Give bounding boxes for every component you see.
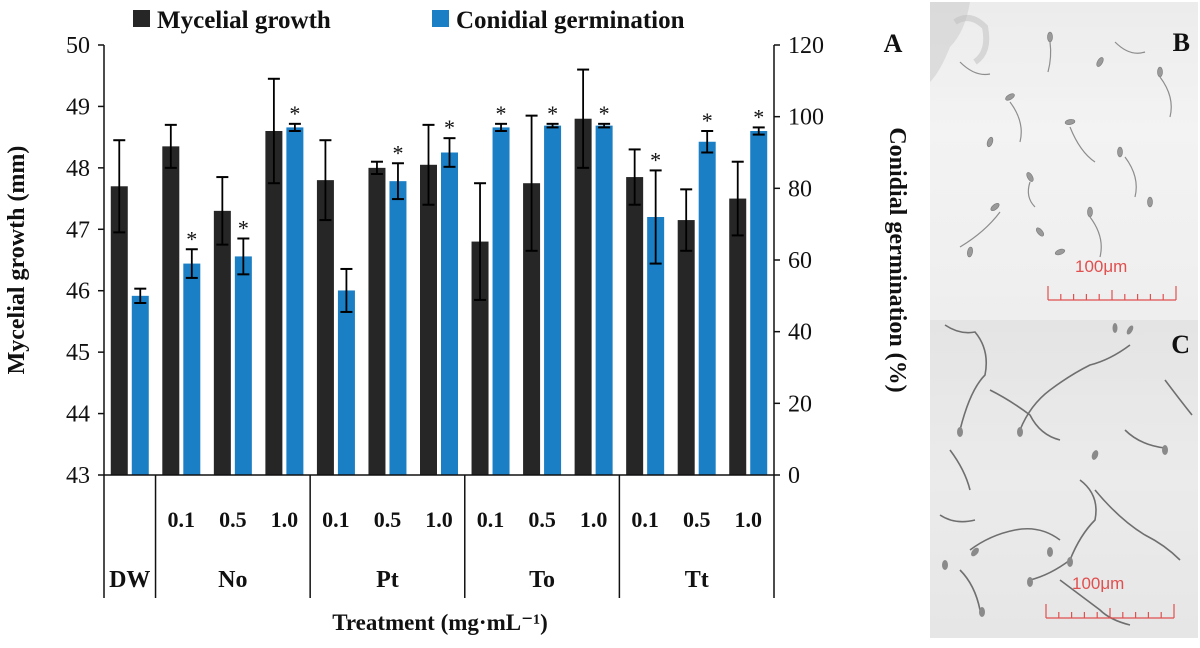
significance-marker: *: [547, 101, 558, 126]
bar-mycelial: [523, 183, 541, 475]
group-label: DW: [109, 567, 150, 593]
bar-germination: [492, 127, 510, 476]
right-tick-label: 40: [788, 320, 812, 346]
bar-germination: [234, 256, 252, 475]
left-tick-label: 44: [66, 402, 90, 428]
significance-marker: *: [650, 147, 661, 172]
scale-bar-label-c: 100μm: [1072, 574, 1125, 593]
bar-mycelial: [420, 164, 437, 476]
category-label: 1.0: [425, 507, 453, 532]
bar-germination: [337, 290, 355, 475]
right-tick-label: 20: [788, 391, 812, 417]
bar-germination: [389, 181, 407, 475]
group-label: No: [218, 567, 247, 593]
bar-chart: Mycelial growth Conidial germination 43 44…: [4, 7, 910, 635]
conidia-image: [930, 2, 1177, 301]
right-tick-label: 80: [788, 176, 812, 202]
bar-mycelial: [316, 180, 334, 475]
significance-marker: *: [392, 140, 403, 165]
group-label: Tt: [685, 567, 709, 593]
legend-swatch: [432, 10, 449, 27]
significance-marker: *: [753, 104, 764, 129]
bar-mycelial: [677, 220, 695, 475]
x-axis-title: Treatment (mg·mL⁻¹): [332, 610, 548, 635]
category-label: 0.5: [374, 507, 402, 532]
left-axis-title: Mycelial growth (mm): [4, 146, 30, 375]
right-tick-label: 60: [788, 248, 812, 274]
panel-label-a: A: [884, 29, 903, 58]
micrograph-b: B 100μm: [930, 2, 1198, 320]
bar-mycelial: [110, 186, 128, 476]
bar-mycelial: [626, 177, 644, 476]
panel-label-b: B: [1172, 28, 1190, 57]
category-label: 0.5: [683, 507, 711, 532]
category-label: 1.0: [734, 507, 762, 532]
bar-germination: [286, 127, 304, 476]
bar-germination: [544, 125, 562, 475]
left-tick-label: 47: [66, 217, 90, 243]
bar-germination: [750, 131, 768, 475]
right-tick-label: 120: [788, 33, 824, 59]
category-label: 0.1: [631, 507, 659, 532]
bar-germination: [647, 217, 665, 475]
bar-germination: [698, 141, 716, 475]
left-tick-label: 49: [66, 94, 90, 120]
chart-legend: Mycelial growth Conidial germination: [133, 7, 685, 34]
left-tick-label: 48: [66, 156, 90, 182]
bar-mycelial: [213, 210, 231, 475]
significance-marker: *: [702, 108, 713, 133]
category-label: 0.1: [168, 507, 196, 532]
bar-germination: [595, 125, 613, 475]
micrograph-c: C 100μm: [930, 320, 1198, 638]
germinated-conidia-image: [939, 323, 1193, 626]
bar-germination: [441, 152, 458, 475]
left-y-axis: 43 44 45 46 47 48 49 50: [66, 33, 105, 489]
bars: * * * * * * * * * * *: [110, 68, 768, 476]
significance-marker: *: [186, 226, 197, 251]
category-label: 1.0: [271, 507, 299, 532]
significance-marker: *: [444, 115, 455, 140]
bar-mycelial: [574, 118, 592, 475]
right-y-axis: 0 20 40 60 80 100 120: [773, 33, 824, 489]
left-tick-label: 50: [66, 33, 90, 59]
right-axis-title: Conidial germination (%): [884, 127, 910, 392]
category-label: 0.1: [477, 507, 505, 532]
significance-marker: *: [238, 216, 249, 241]
right-tick-label: 100: [788, 105, 824, 131]
significance-marker: *: [289, 101, 300, 126]
category-label: 1.0: [580, 507, 608, 532]
bar-mycelial: [162, 146, 180, 475]
panel-label-c: C: [1171, 330, 1190, 359]
scale-bar-label-b: 100μm: [1075, 257, 1128, 276]
x-axis: 0.1 0.5 1.0 0.1 0.5 1.0 0.1 0.5 1.0 0.1 0.5 1.0 DW No…: [103, 474, 775, 598]
significance-marker: *: [599, 101, 610, 126]
category-label: 0.1: [322, 507, 350, 532]
group-label: To: [529, 567, 555, 593]
left-tick-label: 43: [66, 463, 90, 489]
category-label: 0.5: [219, 507, 247, 532]
right-tick-label: 0: [788, 463, 800, 489]
bar-germination: [131, 295, 149, 475]
left-tick-label: 45: [66, 340, 90, 366]
significance-marker: *: [496, 101, 507, 126]
legend-label: Conidial germination: [456, 7, 685, 34]
bar-mycelial: [265, 131, 283, 475]
category-label: 0.5: [528, 507, 556, 532]
bar-mycelial: [729, 198, 747, 476]
legend-label: Mycelial growth: [157, 7, 331, 34]
legend-swatch: [133, 10, 150, 27]
group-label: Pt: [376, 567, 399, 593]
left-tick-label: 46: [66, 279, 90, 305]
bar-mycelial: [368, 167, 386, 475]
bar-germination: [183, 263, 201, 475]
